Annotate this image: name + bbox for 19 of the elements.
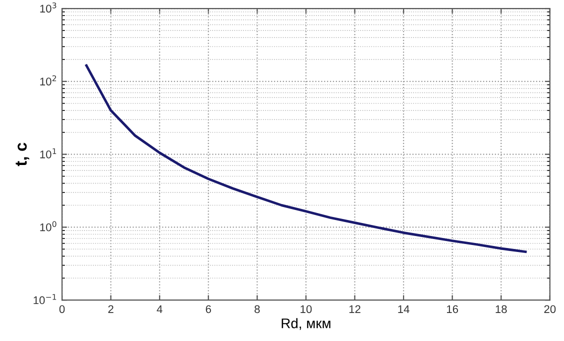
line-series: [85, 64, 527, 254]
y-tick-label: 10$^{−1}$: [34, 294, 56, 304]
x-tick-label: 20: [544, 305, 556, 314]
y-tick-label: 10$^{0}$: [40, 221, 56, 232]
x-tick-label: 18: [496, 305, 507, 314]
x-tick-label: 16: [446, 305, 458, 314]
x-tick-label: 12: [349, 305, 360, 313]
y-tick-label: 10$^{3}$: [40, 2, 56, 13]
x-tick-label: 0: [59, 305, 65, 314]
y-tick-label: 10$^{2}$: [40, 75, 56, 86]
x-tick-label: 8: [254, 305, 260, 314]
y-tick-label: 10$^{1}$: [40, 148, 56, 158]
x-tick-label: 10: [300, 305, 312, 314]
x-tick-label: 4: [156, 305, 162, 313]
x-axis-title: Rd, мкм: [282, 318, 330, 330]
y-axis-title: t, c: [16, 142, 30, 166]
x-tick-label: 2: [108, 305, 114, 313]
x-tick-label: 14: [398, 305, 410, 313]
x-tick-label: 6: [206, 305, 211, 314]
